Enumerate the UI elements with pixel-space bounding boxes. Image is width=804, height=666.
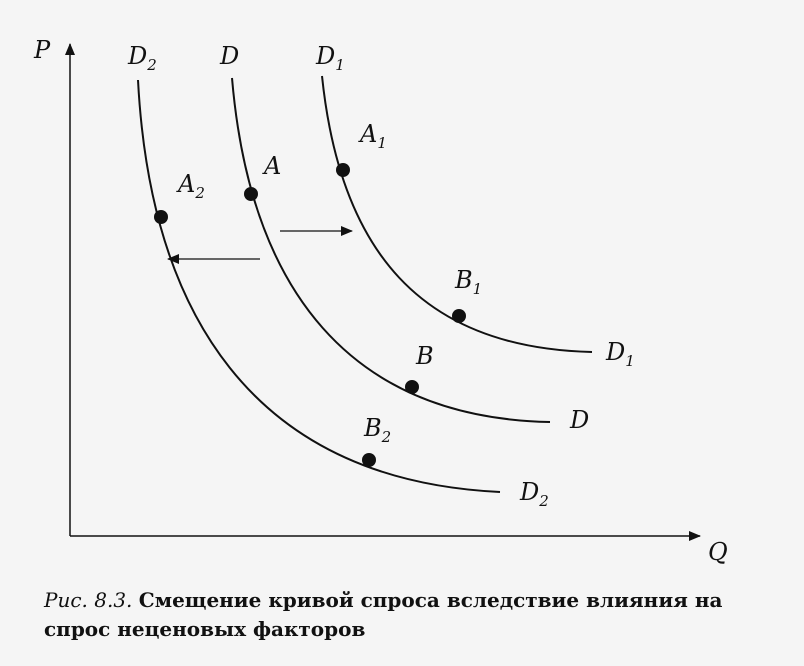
- point-b1: [452, 309, 466, 323]
- point-a: [244, 187, 258, 201]
- point-label-b2: B2: [363, 414, 391, 446]
- figure-caption-text: Смещение кривой спроса вследствие влияни…: [44, 588, 723, 641]
- point-label-a1: A1: [358, 120, 387, 152]
- point-b: [405, 380, 419, 394]
- demand-curve-d: [231, 77, 551, 423]
- point-label-b1: B1: [454, 266, 482, 298]
- point-label-a2: A2: [176, 170, 205, 202]
- price-axis-label: P: [33, 36, 51, 64]
- curve-label-d2-end: D2: [519, 478, 549, 510]
- demand-curve-d1: [321, 75, 593, 353]
- point-b2: [362, 453, 376, 467]
- figure-number: Рис. 8.3.: [44, 588, 133, 612]
- curve-label-d1-end: D1: [605, 338, 635, 370]
- curve-label-d-end: D: [569, 406, 589, 434]
- demand-curve-d2: [137, 79, 501, 493]
- point-a1: [336, 163, 350, 177]
- diagram-canvas: P Q D2 D D1 D2 D D1 A2 A A1 B1 B B: [33, 36, 728, 566]
- curve-label-d1-top: D1: [315, 42, 345, 74]
- curve-label-d2-top: D2: [127, 42, 157, 74]
- point-a2: [154, 210, 168, 224]
- quantity-axis-label: Q: [708, 538, 728, 566]
- point-label-a: A: [262, 152, 281, 180]
- point-label-b: B: [415, 342, 434, 370]
- figure-caption: Рис. 8.3. Смещение кривой спроса вследст…: [44, 586, 794, 644]
- curve-label-d-top: D: [219, 42, 239, 70]
